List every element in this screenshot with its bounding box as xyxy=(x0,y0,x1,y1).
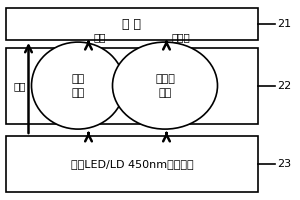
Text: 红光: 红光 xyxy=(93,32,106,42)
Text: 红光
晶相: 红光 晶相 xyxy=(71,74,85,98)
Text: 蓝光: 蓝光 xyxy=(13,81,26,91)
Text: 23: 23 xyxy=(278,159,292,169)
Ellipse shape xyxy=(112,42,218,129)
Bar xyxy=(6,8,258,40)
Text: 黄绿光
晶相: 黄绿光 晶相 xyxy=(155,74,175,98)
Text: 21: 21 xyxy=(278,19,292,29)
Text: 白 光: 白 光 xyxy=(122,18,142,30)
Text: 22: 22 xyxy=(278,81,292,91)
Bar xyxy=(6,48,258,124)
Text: 黄绿光: 黄绿光 xyxy=(171,32,190,42)
Text: 蓝光LED/LD 450nm附近发光: 蓝光LED/LD 450nm附近发光 xyxy=(71,159,193,169)
Bar xyxy=(6,136,258,192)
Ellipse shape xyxy=(32,42,124,129)
